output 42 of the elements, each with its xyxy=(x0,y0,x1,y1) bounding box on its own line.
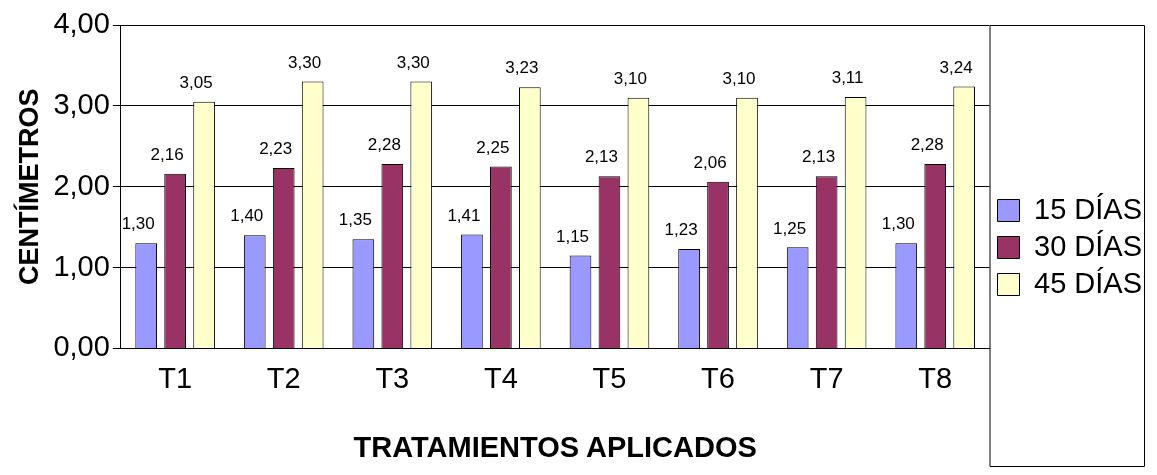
x-axis-title: TRATAMIENTOS APLICADOS xyxy=(353,430,757,463)
x-tick-label: T2 xyxy=(266,361,301,394)
x-tick-label: T6 xyxy=(701,361,735,394)
legend-label: 30 DÍAS xyxy=(1034,229,1142,262)
data-label: 2,28 xyxy=(910,135,944,155)
data-label: 3,30 xyxy=(396,52,430,72)
y-axis-title: CENTÍMETROS xyxy=(12,88,44,285)
data-label: 1,30 xyxy=(121,214,155,234)
x-tick-label: T4 xyxy=(483,361,518,394)
data-label: 3,30 xyxy=(288,52,322,72)
data-label: 3,11 xyxy=(831,68,864,88)
x-tick-label: T1 xyxy=(158,361,193,394)
data-label: 1,30 xyxy=(881,214,915,234)
data-label: 2,28 xyxy=(367,135,401,155)
data-label: 1,23 xyxy=(664,220,698,240)
data-label: 2,16 xyxy=(150,144,184,164)
y-tick-label: 3,00 xyxy=(53,87,110,120)
legend-label: 15 DÍAS xyxy=(1034,192,1142,225)
data-label: 1,41 xyxy=(447,205,481,225)
data-label: 3,24 xyxy=(939,57,973,77)
data-label: 2,23 xyxy=(259,139,293,159)
y-tick-label: 0,00 xyxy=(53,330,110,363)
x-tick-label: T8 xyxy=(918,361,953,394)
y-tick-label: 2,00 xyxy=(53,168,110,201)
data-label: 2,13 xyxy=(584,147,619,167)
x-tick-label: T3 xyxy=(375,361,410,394)
data-label: 3,10 xyxy=(722,68,756,88)
data-label: 1,25 xyxy=(773,218,807,238)
y-tick-label: 1,00 xyxy=(53,249,110,282)
data-label: 3,23 xyxy=(505,58,539,78)
legend-label: 45 DÍAS xyxy=(1034,266,1142,299)
data-label: 1,35 xyxy=(338,210,372,230)
y-tick-label: 4,00 xyxy=(53,7,110,39)
data-label: 2,13 xyxy=(802,147,836,167)
data-label: 2,06 xyxy=(693,153,727,173)
data-label: 1,15 xyxy=(555,226,590,246)
x-tick-label: T5 xyxy=(592,361,627,394)
data-label: 1,40 xyxy=(230,206,264,226)
data-label: 3,05 xyxy=(179,73,213,92)
data-label: 3,10 xyxy=(613,68,647,88)
x-tick-label: T7 xyxy=(809,361,844,394)
data-label: 2,25 xyxy=(476,137,510,157)
